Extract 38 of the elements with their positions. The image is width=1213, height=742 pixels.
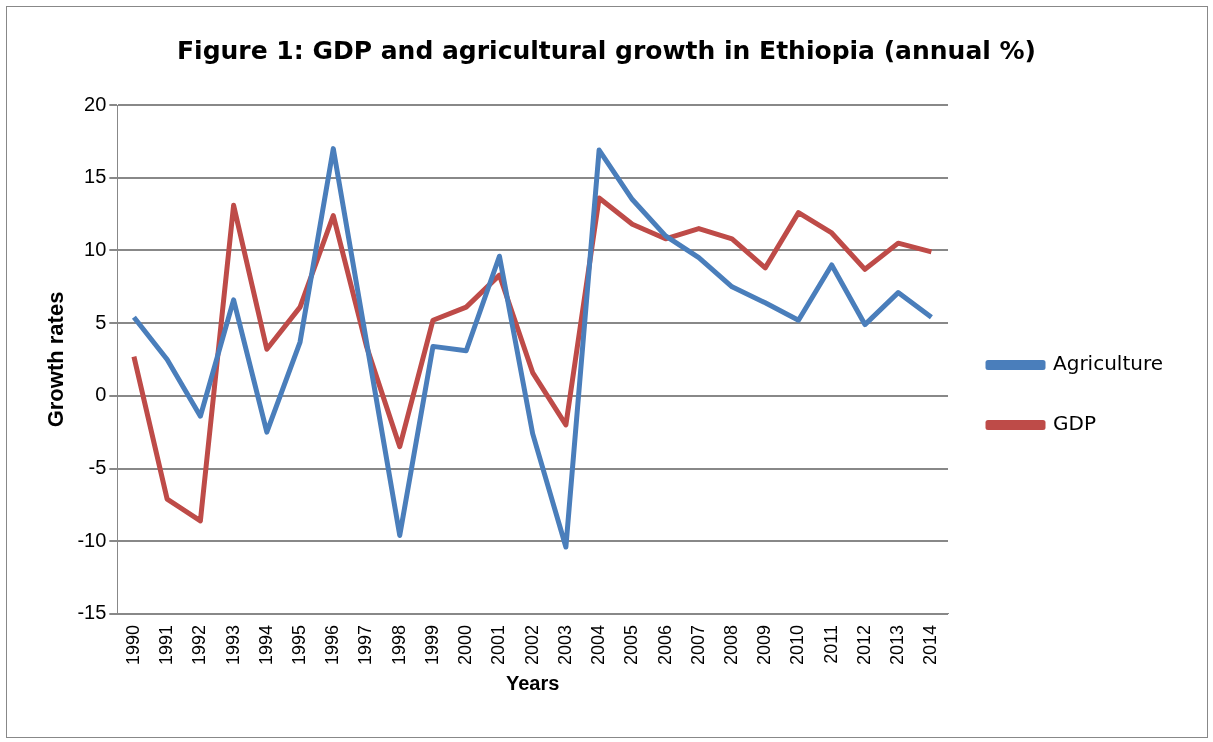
y-tick-label: 10 xyxy=(84,237,107,260)
x-tick-label: 2010 xyxy=(787,624,808,665)
y-tick-label: 15 xyxy=(84,165,107,188)
x-tick-label: 2013 xyxy=(887,624,908,665)
x-tick-label: 1993 xyxy=(222,624,243,665)
x-tick-label: 1991 xyxy=(156,624,177,665)
x-tick-label: 2011 xyxy=(820,624,841,664)
x-tick-label: 2007 xyxy=(687,624,708,665)
legend-label: GDP xyxy=(1053,411,1096,436)
x-tick-label: 2004 xyxy=(588,624,609,665)
x-tick-label: 2009 xyxy=(754,624,775,665)
x-tick-label: 2005 xyxy=(621,624,642,665)
x-axis-title: Years xyxy=(505,671,560,694)
x-tick-label: 2000 xyxy=(455,624,476,665)
x-tick-label: 2014 xyxy=(920,624,941,665)
y-tick-label: -10 xyxy=(77,528,107,551)
x-tick-label: 2003 xyxy=(554,624,575,665)
y-tick-label: -15 xyxy=(77,601,107,624)
x-tick-label: 1998 xyxy=(388,624,409,665)
x-tick-label: 1999 xyxy=(421,624,442,665)
x-tick-label: 2001 xyxy=(488,624,509,665)
x-tick-label: 2012 xyxy=(853,624,874,665)
legend-label: Agriculture xyxy=(1053,351,1164,376)
y-tick-label: -5 xyxy=(88,456,107,479)
chart-title: Figure 1: GDP and agricultural growth in Ethiopia (annual %) xyxy=(176,36,1037,65)
x-tick-label: 2006 xyxy=(654,624,675,665)
x-tick-label: 1995 xyxy=(289,624,310,665)
x-tick-label: 1997 xyxy=(355,624,376,665)
x-tick-label: 1992 xyxy=(189,624,210,665)
x-tick-label: 1990 xyxy=(122,624,143,665)
y-tick-label: 5 xyxy=(95,310,107,333)
x-tick-label: 2008 xyxy=(721,624,741,665)
y-axis-title: Growth rates xyxy=(43,291,69,428)
x-tick-label: 2002 xyxy=(521,624,542,665)
x-tick-label: 1996 xyxy=(322,624,343,665)
y-tick-label: 20 xyxy=(84,92,107,115)
x-tick-label: 1994 xyxy=(255,624,276,665)
y-tick-label: 0 xyxy=(95,383,107,406)
